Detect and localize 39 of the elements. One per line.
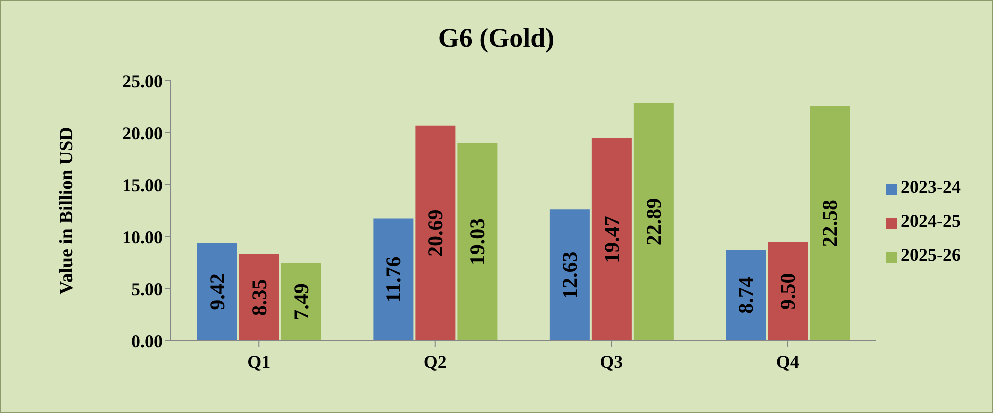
data-label: 22.58 bbox=[818, 200, 842, 248]
data-label: 20.69 bbox=[424, 210, 448, 258]
bar bbox=[726, 250, 766, 341]
bar bbox=[634, 102, 674, 341]
data-label: 7.49 bbox=[289, 284, 314, 320]
bar bbox=[281, 263, 322, 341]
bar bbox=[550, 210, 590, 341]
chart-title: G6 (Gold) bbox=[437, 23, 556, 54]
data-label: 22.89 bbox=[642, 198, 666, 246]
bar bbox=[239, 254, 280, 341]
x-tick-label: Q2 bbox=[424, 352, 447, 372]
bar bbox=[810, 106, 850, 341]
y-axis-title: Value in Billion USD bbox=[56, 127, 78, 295]
data-label: 19.03 bbox=[466, 218, 490, 266]
data-label: 19.47 bbox=[600, 216, 624, 264]
y-tick-label: 5.00 bbox=[132, 279, 163, 300]
bar bbox=[592, 138, 632, 341]
y-tick-label: 0.00 bbox=[132, 331, 163, 352]
x-tick-label: Q1 bbox=[248, 352, 271, 372]
bar bbox=[374, 218, 414, 341]
legend-label: 2023-24 bbox=[901, 177, 961, 197]
bar bbox=[458, 143, 498, 341]
data-label: 8.35 bbox=[247, 279, 272, 316]
y-tick-label: 20.00 bbox=[122, 123, 163, 144]
data-label: 9.42 bbox=[205, 274, 230, 310]
y-tick-label: 15.00 bbox=[122, 175, 163, 196]
data-label: 8.74 bbox=[734, 276, 758, 314]
bar bbox=[416, 126, 456, 341]
legend-label: 2025-26 bbox=[901, 245, 961, 265]
x-tick-label: Q4 bbox=[776, 352, 800, 372]
data-label: 9.50 bbox=[776, 273, 800, 310]
data-label: 12.63 bbox=[558, 252, 582, 299]
y-tick-label: 10.00 bbox=[122, 227, 163, 248]
bar bbox=[768, 242, 808, 341]
x-tick-label: Q3 bbox=[600, 352, 624, 372]
data-label: 11.76 bbox=[382, 256, 406, 303]
legend-label: 2024-25 bbox=[901, 211, 961, 231]
bar bbox=[197, 243, 238, 341]
y-tick-label: 25.00 bbox=[122, 71, 163, 92]
